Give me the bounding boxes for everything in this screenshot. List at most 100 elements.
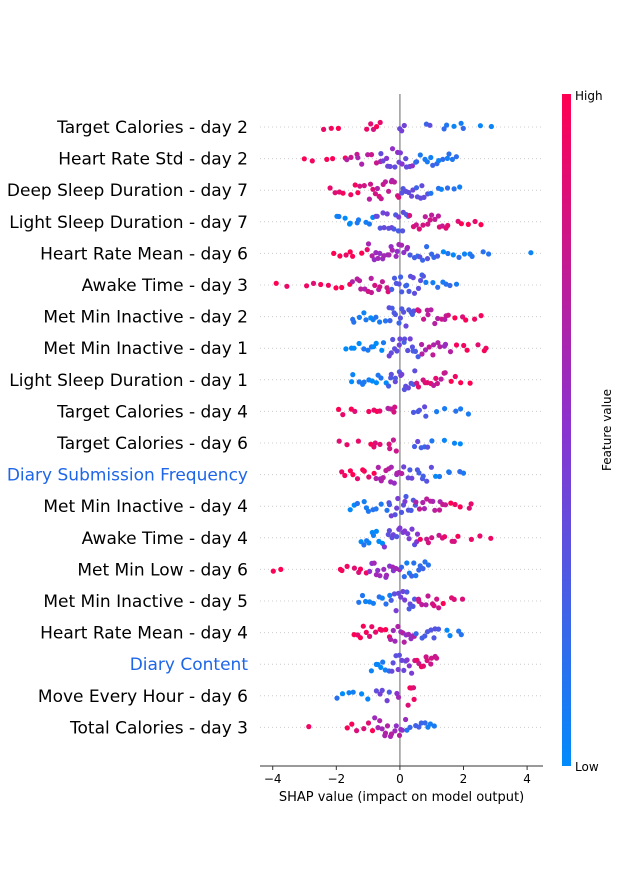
shap-point <box>468 536 474 543</box>
shap-point <box>457 504 463 510</box>
shap-point <box>336 406 342 412</box>
shap-point <box>344 157 350 163</box>
shap-point <box>440 249 446 255</box>
shap-point <box>444 185 451 191</box>
shap-point <box>339 284 345 291</box>
shap-point <box>309 158 315 164</box>
shap-point <box>385 531 391 538</box>
shap-point <box>373 380 379 386</box>
shap-point <box>405 531 411 537</box>
shap-point <box>389 247 395 253</box>
shap-point <box>458 632 464 638</box>
shap-point <box>366 221 372 227</box>
shap-point <box>410 275 416 281</box>
shap-point <box>425 444 431 450</box>
shap-point <box>392 375 398 381</box>
shap-point <box>403 323 409 329</box>
shap-point <box>463 317 469 323</box>
feature-row-points <box>336 404 471 419</box>
shap-point <box>441 126 447 132</box>
shap-point <box>424 256 431 262</box>
shap-point <box>391 409 397 415</box>
shap-point <box>388 731 395 737</box>
shap-point <box>310 280 317 286</box>
shap-point <box>472 218 478 225</box>
shap-point <box>355 438 361 444</box>
shap-point <box>431 635 437 641</box>
shap-point <box>477 533 483 539</box>
shap-point <box>347 220 353 226</box>
shap-point <box>343 346 349 352</box>
shap-point <box>328 125 334 131</box>
shap-point <box>284 283 290 289</box>
shap-point <box>444 122 450 128</box>
shap-point <box>370 532 377 539</box>
shap-point <box>386 383 392 389</box>
shap-point <box>446 151 452 157</box>
shap-point <box>356 340 362 347</box>
shap-point <box>336 438 342 444</box>
shap-point <box>416 308 422 314</box>
shap-point <box>415 384 422 390</box>
shap-point <box>392 512 398 518</box>
shap-point <box>431 603 437 609</box>
shap-point <box>377 119 383 126</box>
shap-point <box>460 470 467 476</box>
shap-point <box>351 345 357 351</box>
shap-point <box>306 724 312 730</box>
shap-point <box>389 286 395 292</box>
shap-point <box>416 724 422 730</box>
shap-point <box>351 319 357 325</box>
shap-point <box>401 309 407 315</box>
shap-point <box>375 464 381 470</box>
shap-point <box>435 213 441 219</box>
shap-point <box>452 373 458 380</box>
shap-point <box>373 688 379 694</box>
shap-point <box>361 726 367 732</box>
shap-point <box>351 565 357 571</box>
shap-point <box>354 500 360 507</box>
shap-point <box>451 186 457 192</box>
shap-point <box>447 633 453 639</box>
shap-point <box>424 244 430 250</box>
shap-point <box>344 563 350 570</box>
shap-point <box>416 567 422 573</box>
shap-point <box>412 596 418 602</box>
shap-point <box>372 282 378 288</box>
shap-point <box>450 252 456 258</box>
colorbar-low-label: Low <box>575 760 599 774</box>
shap-point <box>446 469 452 475</box>
shap-point <box>377 573 383 579</box>
shap-point <box>410 685 417 691</box>
shap-point <box>381 544 387 550</box>
shap-point <box>372 191 378 197</box>
shap-point <box>488 535 494 541</box>
shap-point <box>440 600 446 607</box>
shap-point <box>399 242 405 248</box>
shap-point <box>344 442 350 448</box>
shap-point <box>390 660 396 666</box>
shap-point <box>414 159 420 165</box>
shap-point <box>411 696 417 703</box>
shap-point <box>434 253 441 259</box>
shap-point <box>368 152 375 158</box>
shap-point <box>451 440 458 446</box>
shap-point <box>367 181 374 187</box>
shap-point <box>405 347 411 354</box>
shap-point <box>465 411 471 417</box>
shap-point <box>396 652 402 658</box>
shap-point <box>365 508 371 514</box>
shap-point <box>357 566 364 572</box>
shap-point <box>428 307 434 313</box>
shap-point <box>458 221 464 227</box>
x-tick-label: 2 <box>460 772 468 786</box>
shap-point <box>442 341 449 347</box>
shap-point <box>366 196 372 202</box>
shap-point <box>475 342 481 348</box>
shap-point <box>432 216 438 222</box>
shap-point <box>377 718 383 724</box>
shap-point <box>460 125 466 131</box>
shap-point <box>408 507 414 513</box>
shap-point <box>461 251 468 257</box>
shap-point <box>379 279 385 285</box>
